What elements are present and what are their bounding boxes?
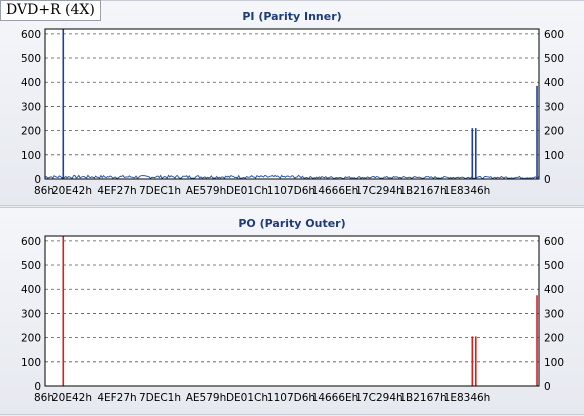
po-x-tick-label: 20E42h [52,392,92,404]
pi-y-tick-label-right: 100 [544,150,564,162]
po-chart: 0 0 100 100 200 200 300 300 400 400 500 500 600 600 86… [21,235,564,404]
po-chart-panel: PO (Parity Outer) 0 0 100 100 200 200 300 300 40… [0,207,584,415]
pi-chart: 0 0 100 100 200 200 300 300 400 400 500 500 600 600 86… [21,28,564,197]
po-y-tick-label-right: 0 [544,381,551,393]
pi-x-tick-label: AE579h [186,185,227,197]
pi-y-tick-label-left: 0 [34,174,41,186]
po-x-tick-label: AE579h [186,392,227,404]
po-y-tick-label-right: 400 [544,284,564,296]
pi-chart-title: PI (Parity Inner) [242,10,342,23]
po-x-tick-label: 17C294h [355,392,402,404]
pi-y-tick-label-left: 400 [21,77,41,89]
pi-x-tick-label: 1107D6h [267,185,315,197]
pi-plot-area [45,29,539,179]
pi-plot-frame [44,28,540,180]
po-x-tick-label: 1107D6h [267,392,315,404]
pi-y-tick-label-right: 600 [544,29,564,41]
po-y-tick-label-left: 100 [21,357,41,369]
pi-x-tick-label: DE01Ch [226,185,268,197]
po-y-tick-label-left: 500 [21,260,41,272]
pi-x-tick-label: 7DEC1h [139,185,181,197]
pi-baseline-series [44,174,540,180]
pi-x-tick-label: 4EF27h [97,185,136,197]
po-plot-frame [44,235,540,387]
po-y-tick-label-left: 300 [21,308,41,320]
po-x-tick-label: 4EF27h [97,392,136,404]
pi-x-tick-label: 17C294h [355,185,402,197]
po-y-tick-label-left: 600 [21,236,41,248]
pi-x-tick-label: 86h [34,185,54,197]
po-y-tick-label-right: 600 [544,236,564,248]
disc-type-label: DVD+R (4X) [0,0,101,21]
po-y-tick-label-right: 500 [544,260,564,272]
po-x-tick-label: DE01Ch [226,392,268,404]
pi-y-tick-label-left: 300 [21,101,41,113]
po-x-tick-label: 1E8346h [444,392,491,404]
po-plot-area [45,236,539,386]
pi-chart-panel: PI (Parity Inner) 0 0 100 100 200 200 300 300 40… [0,0,584,206]
pi-y-tick-label-left: 200 [21,126,41,138]
pi-y-tick-label-right: 200 [544,126,564,138]
po-x-tick-label: 1B2167h [399,392,446,404]
po-y-tick-label-right: 200 [544,333,564,345]
pi-x-tick-label: 14666Eh [312,185,359,197]
po-x-tick-label: 86h [34,392,54,404]
pi-y-tick-label-left: 500 [21,53,41,65]
po-y-tick-label-right: 100 [544,357,564,369]
pi-y-tick-label-right: 300 [544,101,564,113]
pi-y-tick-label-left: 100 [21,150,41,162]
pi-x-tick-label: 1B2167h [399,185,446,197]
po-y-tick-label-left: 0 [34,381,41,393]
po-x-tick-label: 7DEC1h [139,392,181,404]
pi-y-tick-label-right: 500 [544,53,564,65]
po-x-tick-label: 14666Eh [312,392,359,404]
pi-y-tick-label-right: 0 [544,174,551,186]
po-y-tick-label-left: 200 [21,333,41,345]
po-y-tick-label-left: 400 [21,284,41,296]
pi-y-tick-label-right: 400 [544,77,564,89]
po-y-tick-label-right: 300 [544,308,564,320]
pi-y-tick-label-left: 600 [21,29,41,41]
pi-x-tick-label: 20E42h [52,185,92,197]
pi-x-tick-label: 1E8346h [444,185,491,197]
po-chart-title: PO (Parity Outer) [238,217,346,230]
